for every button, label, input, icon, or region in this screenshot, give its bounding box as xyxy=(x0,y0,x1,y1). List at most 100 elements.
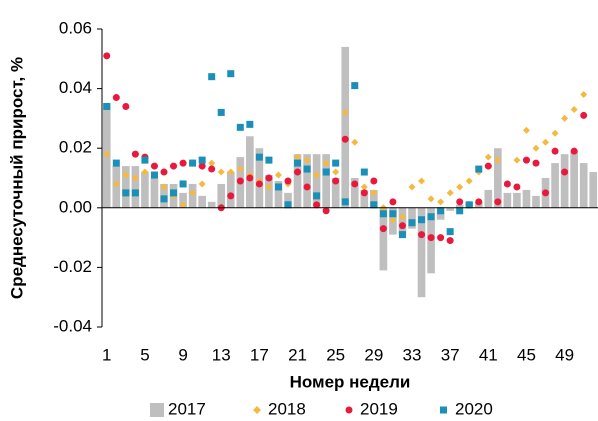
circle-point xyxy=(313,201,321,209)
bar xyxy=(589,172,598,208)
diamond-point xyxy=(141,168,149,176)
square-point xyxy=(360,168,368,176)
x-tick-label: 37 xyxy=(441,345,460,364)
diamond-point xyxy=(179,201,187,209)
diamond-point xyxy=(465,177,473,185)
bar xyxy=(141,172,149,208)
bar xyxy=(579,163,588,208)
x-tick-label: 45 xyxy=(517,345,536,364)
square-point xyxy=(427,213,435,221)
x-tick-label: 13 xyxy=(212,345,231,364)
diamond-point xyxy=(446,189,454,197)
square-point xyxy=(465,201,473,209)
diamond-point xyxy=(131,174,139,182)
diamond-point xyxy=(217,168,225,176)
square-point xyxy=(103,102,111,110)
diamond-point xyxy=(484,153,492,161)
diamond-point xyxy=(408,183,416,191)
circle-point xyxy=(170,162,178,170)
legend-label: 2020 xyxy=(455,399,493,418)
bar xyxy=(455,204,464,208)
square-point xyxy=(122,189,130,197)
diamond-point xyxy=(522,126,530,134)
diamond-point xyxy=(322,159,330,167)
circle-point xyxy=(208,165,216,173)
x-axis-label: Номер недели xyxy=(290,372,411,391)
bar xyxy=(417,207,426,298)
diamond-point xyxy=(427,195,435,203)
circle-point xyxy=(542,189,550,197)
square-point xyxy=(170,189,178,197)
bar xyxy=(303,154,311,208)
bar xyxy=(484,189,493,208)
circle-point xyxy=(303,183,311,191)
circle-point xyxy=(332,177,340,185)
square-point xyxy=(274,183,282,191)
diamond-point xyxy=(370,189,378,197)
y-tick-label: 0.06 xyxy=(59,18,92,37)
diamond-point xyxy=(274,171,282,179)
circle-point xyxy=(427,234,435,242)
bar xyxy=(122,166,130,208)
legend-swatch xyxy=(253,406,261,414)
diamond-point xyxy=(198,180,206,188)
x-tick-label: 41 xyxy=(479,345,498,364)
square-point xyxy=(351,82,359,90)
diamond-point xyxy=(542,138,550,146)
bar xyxy=(560,154,569,208)
diamond-point xyxy=(437,198,445,206)
circle-point xyxy=(561,168,569,176)
diamond-point xyxy=(580,91,588,99)
square-point xyxy=(341,198,349,206)
square-point xyxy=(389,210,397,218)
circle-point xyxy=(370,177,378,185)
square-point xyxy=(475,165,483,173)
x-tick-label: 9 xyxy=(178,345,187,364)
bar xyxy=(360,189,369,208)
y-tick-label: 0.02 xyxy=(59,138,92,157)
square-point xyxy=(313,192,321,200)
circle-point xyxy=(246,174,254,182)
square-point xyxy=(208,73,216,81)
circle-point xyxy=(513,183,521,191)
circle-point xyxy=(522,156,530,164)
circle-point xyxy=(284,177,292,185)
circle-point xyxy=(580,111,588,119)
square-point xyxy=(284,201,292,209)
diamond-point xyxy=(532,144,540,152)
circle-point xyxy=(379,225,387,233)
square-point xyxy=(370,201,378,209)
circle-point xyxy=(360,189,368,197)
circle-point xyxy=(570,147,578,155)
legend-label: 2018 xyxy=(268,399,306,418)
circle-point xyxy=(322,207,330,215)
bar xyxy=(131,166,140,208)
circle-point xyxy=(418,231,426,239)
circle-point xyxy=(551,147,559,155)
square-point xyxy=(437,207,445,215)
bar xyxy=(331,178,340,208)
square-point xyxy=(398,231,406,239)
diamond-point xyxy=(418,177,426,185)
bar xyxy=(179,192,187,208)
diamond-point xyxy=(208,159,216,167)
legend-label: 2017 xyxy=(168,399,206,418)
bar xyxy=(570,151,578,208)
y-tick-label: -0.02 xyxy=(53,257,92,276)
bar xyxy=(265,175,273,208)
diamond-point xyxy=(103,150,111,158)
diamond-point xyxy=(303,156,311,164)
square-point xyxy=(408,219,416,227)
x-tick-label: 33 xyxy=(403,345,422,364)
x-tick-label: 1 xyxy=(102,345,111,364)
y-tick-label: 0.04 xyxy=(59,78,92,97)
circle-point xyxy=(179,159,187,167)
circle-point xyxy=(198,162,206,170)
x-tick-label: 5 xyxy=(140,345,149,364)
square-point xyxy=(303,165,311,173)
square-point xyxy=(246,120,254,128)
legend-swatch xyxy=(345,406,353,414)
diamond-point xyxy=(341,108,349,116)
diamond-point xyxy=(360,183,368,191)
